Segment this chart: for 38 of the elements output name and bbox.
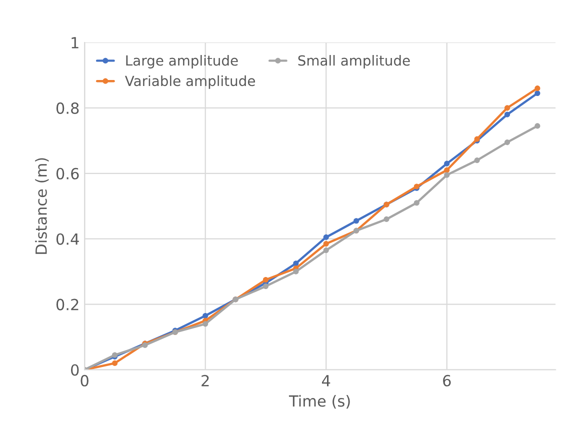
y-tick-label: 0.8 <box>56 102 79 114</box>
point <box>534 90 540 96</box>
y-tick-label: 0.6 <box>56 168 79 180</box>
point <box>112 360 118 366</box>
point <box>293 268 299 274</box>
point <box>534 86 540 92</box>
y-tick-label: 0.2 <box>56 298 78 310</box>
y-axis-title: Distance (m) <box>35 158 49 254</box>
point <box>262 284 269 290</box>
point <box>504 112 510 118</box>
point <box>444 172 450 178</box>
point <box>202 321 208 327</box>
point <box>444 160 450 166</box>
point <box>474 158 480 164</box>
point <box>323 240 329 247</box>
legend-label: Large amplitude <box>126 55 238 68</box>
point <box>444 167 450 173</box>
point <box>202 312 208 319</box>
point <box>504 105 510 111</box>
x-tick-label: 0 <box>80 374 88 386</box>
x-axis-title: Time (s) <box>288 394 350 409</box>
x-tick-label: 6 <box>443 374 451 386</box>
point <box>323 234 329 240</box>
point <box>323 248 329 254</box>
legend-label: Variable amplitude <box>124 75 255 89</box>
point <box>534 123 540 129</box>
point <box>262 276 269 283</box>
legend-label: Small amplitude <box>298 55 410 68</box>
y-tick-label: 1 <box>72 37 78 48</box>
point <box>384 216 390 222</box>
point <box>414 200 420 206</box>
point <box>293 260 299 266</box>
y-tick-label: 0.4 <box>56 233 79 245</box>
x-tick-label: 2 <box>202 374 209 386</box>
x-tick-label: 4 <box>322 375 330 386</box>
point <box>504 140 510 146</box>
point <box>354 218 360 224</box>
y-tick-label: 0 <box>71 364 79 376</box>
